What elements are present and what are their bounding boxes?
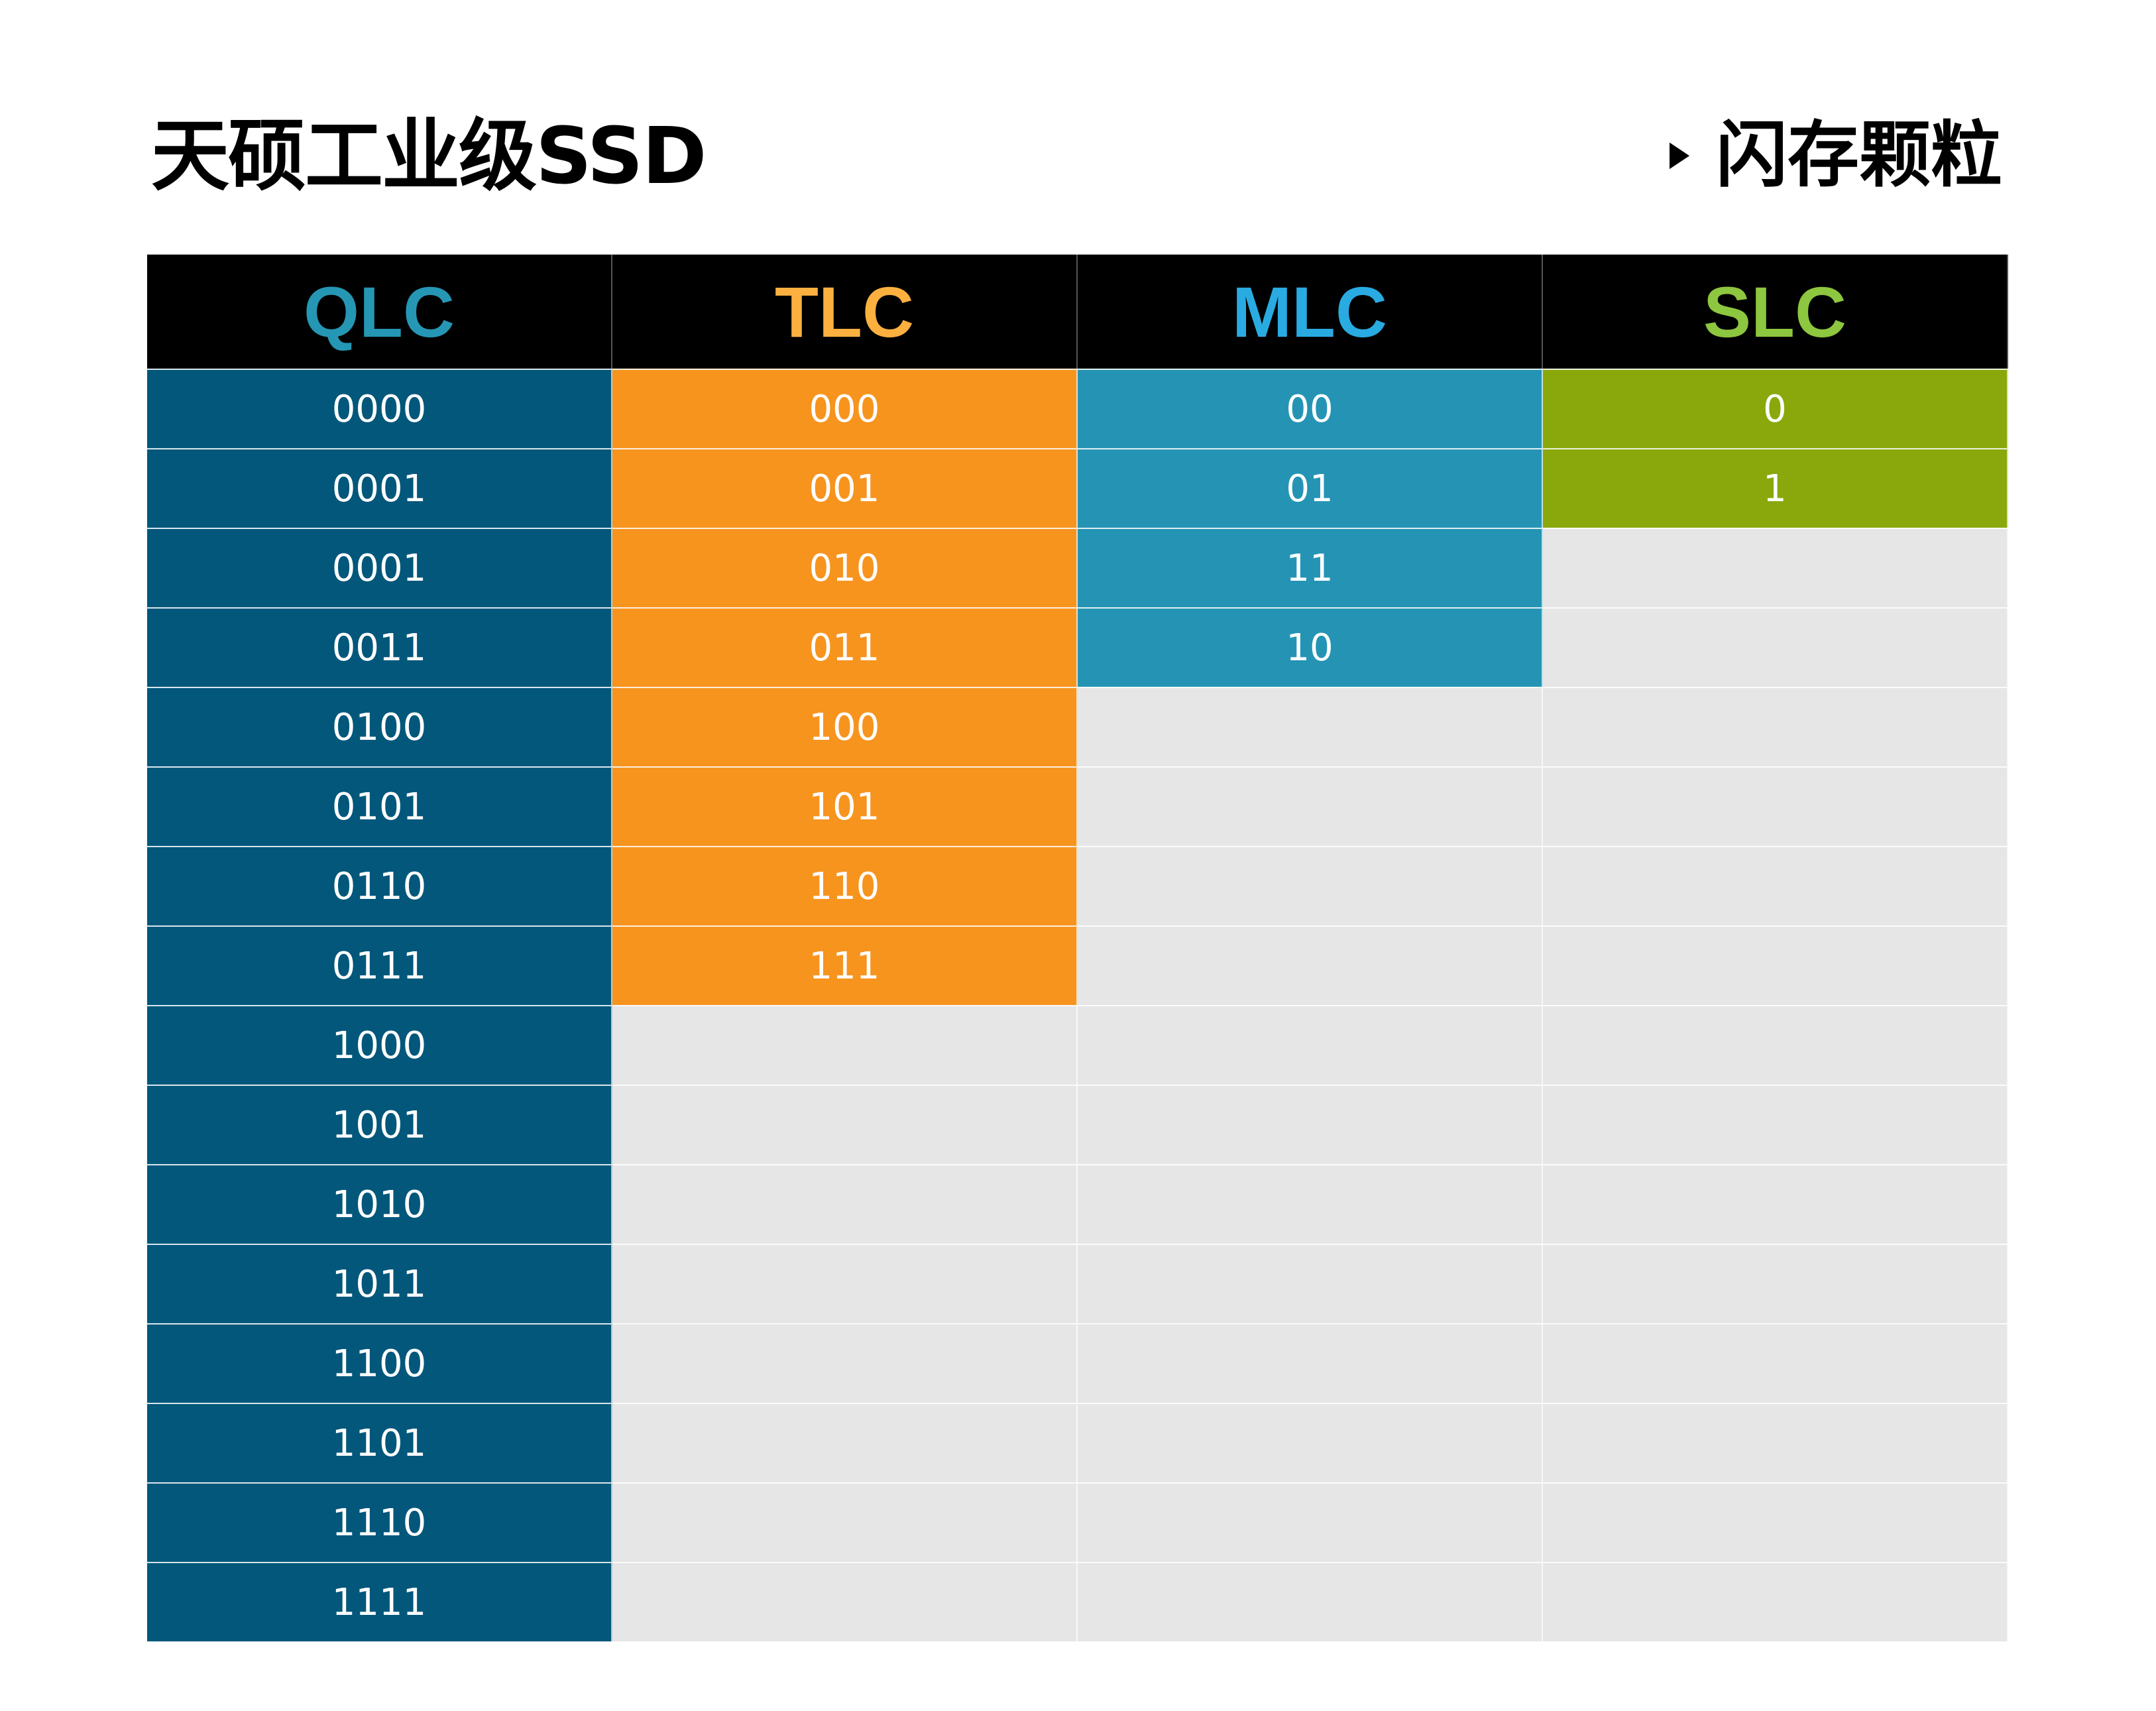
empty-cell <box>1078 687 1543 766</box>
header-qlc: QLC <box>147 255 612 369</box>
cell-slc: 0 <box>1543 369 2008 448</box>
cell-qlc: 0000 <box>147 369 612 448</box>
section-label-text: 闪存颗粒 <box>1715 114 2002 197</box>
cell-qlc: 1101 <box>147 1403 612 1482</box>
cell-mlc: 01 <box>1078 448 1543 528</box>
empty-cell <box>1078 925 1543 1005</box>
empty-cell <box>612 1244 1078 1323</box>
empty-cell <box>1078 1164 1543 1244</box>
cell-qlc: 0100 <box>147 687 612 766</box>
cell-tlc: 000 <box>612 369 1078 448</box>
empty-cell <box>1078 1323 1543 1403</box>
empty-cell <box>612 1164 1078 1244</box>
empty-cell <box>612 1562 1078 1641</box>
cell-qlc: 0111 <box>147 925 612 1005</box>
cell-tlc: 100 <box>612 687 1078 766</box>
cell-qlc: 1011 <box>147 1244 612 1323</box>
cell-mlc: 00 <box>1078 369 1543 448</box>
cell-qlc: 1010 <box>147 1164 612 1244</box>
cell-tlc: 001 <box>612 448 1078 528</box>
empty-cell <box>1543 925 2008 1005</box>
cell-qlc: 1110 <box>147 1482 612 1562</box>
empty-cell <box>612 1085 1078 1164</box>
cell-type-table: QLC TLC MLC SLC 0000 000 00 0 0001 001 01 1 0001 010 1… <box>147 255 2008 1641</box>
cell-tlc: 010 <box>612 528 1078 607</box>
empty-cell <box>612 1482 1078 1562</box>
cell-qlc: 0101 <box>147 766 612 846</box>
empty-cell <box>1078 1403 1543 1482</box>
cell-tlc: 101 <box>612 766 1078 846</box>
empty-cell <box>1543 846 2008 925</box>
cell-tlc: 110 <box>612 846 1078 925</box>
empty-cell <box>1078 1482 1543 1562</box>
cell-qlc: 0011 <box>147 607 612 687</box>
empty-cell <box>1543 1403 2008 1482</box>
cell-tlc: 111 <box>612 925 1078 1005</box>
play-triangle-icon <box>1669 143 1689 169</box>
cell-qlc: 1111 <box>147 1562 612 1641</box>
cell-qlc: 0001 <box>147 528 612 607</box>
empty-cell <box>1543 1323 2008 1403</box>
empty-cell <box>1543 766 2008 846</box>
empty-cell <box>1543 1085 2008 1164</box>
empty-cell <box>1078 1244 1543 1323</box>
header-slc: SLC <box>1543 255 2008 369</box>
cell-qlc: 1000 <box>147 1005 612 1085</box>
empty-cell <box>612 1005 1078 1085</box>
cell-qlc: 0110 <box>147 846 612 925</box>
cell-tlc: 011 <box>612 607 1078 687</box>
cell-mlc: 11 <box>1078 528 1543 607</box>
cell-qlc: 0001 <box>147 448 612 528</box>
header-tlc: TLC <box>612 255 1078 369</box>
empty-cell <box>1078 846 1543 925</box>
empty-cell <box>1543 687 2008 766</box>
empty-cell <box>1543 607 2008 687</box>
empty-cell <box>1543 1482 2008 1562</box>
empty-cell <box>1543 1562 2008 1641</box>
empty-cell <box>1078 1005 1543 1085</box>
empty-cell <box>1078 1562 1543 1641</box>
empty-cell <box>1543 1164 2008 1244</box>
empty-cell <box>1078 1085 1543 1164</box>
empty-cell <box>1543 1244 2008 1323</box>
empty-cell <box>1078 766 1543 846</box>
cell-mlc: 10 <box>1078 607 1543 687</box>
cell-slc: 1 <box>1543 448 2008 528</box>
empty-cell <box>1543 1005 2008 1085</box>
cell-qlc: 1001 <box>147 1085 612 1164</box>
header-mlc: MLC <box>1078 255 1543 369</box>
empty-cell <box>1543 528 2008 607</box>
empty-cell <box>612 1323 1078 1403</box>
section-label: 闪存颗粒 <box>1669 109 2002 202</box>
empty-cell <box>612 1403 1078 1482</box>
cell-qlc: 1100 <box>147 1323 612 1403</box>
page-title: 天硕工业级SSD <box>151 110 707 202</box>
